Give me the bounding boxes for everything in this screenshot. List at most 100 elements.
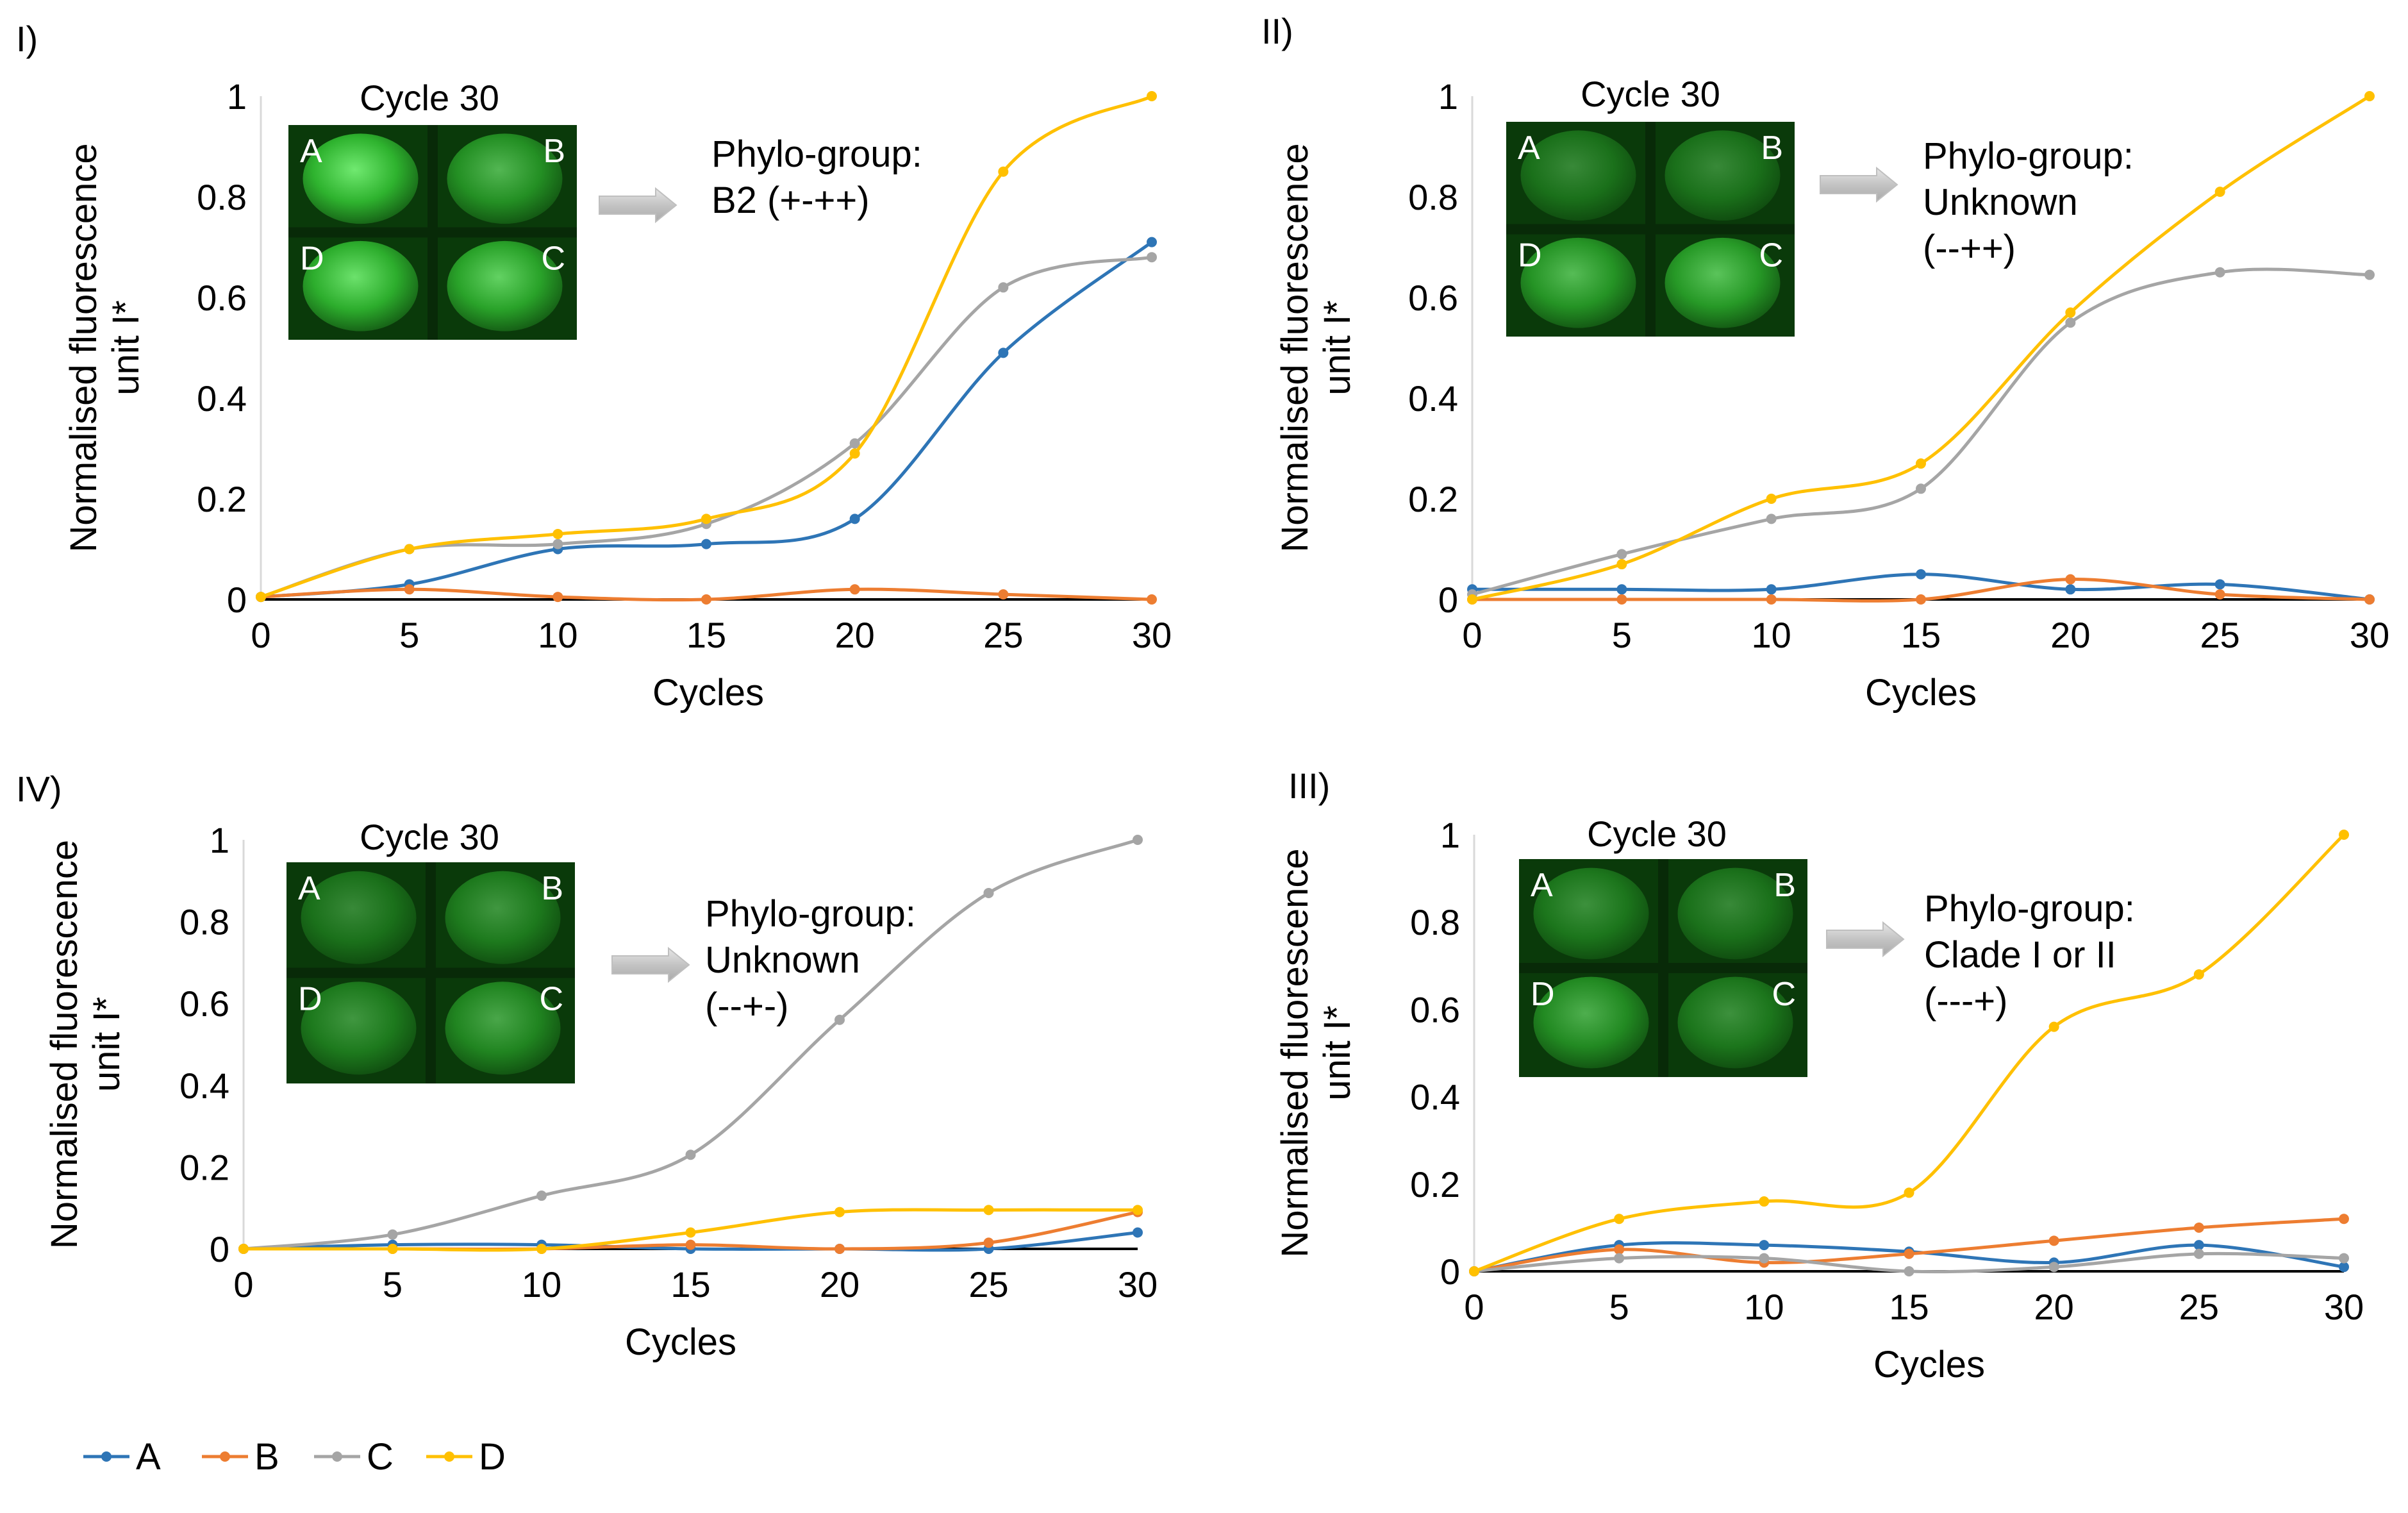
y-tick-label: 0 (1440, 1251, 1460, 1292)
data-point-C (983, 887, 994, 898)
x-axis-title: Cycles (1873, 1344, 1985, 1385)
data-point-B (1766, 594, 1777, 605)
data-point-B (998, 589, 1009, 600)
y-axis-title-line: unit I* (86, 997, 128, 1092)
inset-well-label: D (298, 981, 322, 1018)
inset-well (1665, 237, 1781, 328)
x-tick-label: 10 (522, 1264, 561, 1305)
y-axis-title: Normalised fluorescenceunit I* (44, 840, 128, 1249)
y-tick-label: 1 (227, 76, 247, 117)
data-point-D (2065, 307, 2076, 318)
inset-well (1677, 867, 1793, 960)
data-point-D (1759, 1196, 1770, 1207)
legend-marker (101, 1451, 112, 1462)
inset-fluorescence-image: A B D C (1506, 122, 1795, 337)
inset-well (1533, 976, 1649, 1069)
inset-fluorescence-image: A B D C (1519, 859, 1807, 1077)
arrow-right-icon (599, 187, 677, 224)
y-axis-title: Normalised fluorescenceunit I* (63, 143, 147, 552)
chart-panel-1: I) 0 5 10 15 20 25 30 0 0.2 0.4 0.6 0.8 1 Cycles Normal… (16, 19, 1172, 714)
inset-well (445, 871, 561, 964)
phylo-group-line: (---+) (1924, 980, 2007, 1022)
inset-well-label: A (1531, 867, 1553, 904)
x-axis-title: Cycles (625, 1321, 736, 1363)
data-point-D (834, 1207, 845, 1217)
inset-well (303, 133, 419, 224)
data-point-A (2214, 579, 2225, 590)
inset-well-label: B (1761, 130, 1783, 167)
inset-title: Cycle 30 (360, 78, 499, 118)
y-axis-title-line: Normalised fluorescence (63, 143, 104, 552)
data-point-A (1147, 237, 1157, 247)
inset-well (1520, 130, 1636, 221)
inset-title: Cycle 30 (1581, 74, 1720, 114)
y-tick-label: 1 (1438, 76, 1458, 117)
inset-well (301, 871, 417, 964)
data-point-B (404, 584, 415, 595)
data-point-B (2065, 574, 2076, 585)
data-point-D (552, 528, 563, 539)
inset-title: Cycle 30 (1587, 814, 1727, 854)
data-point-C (2339, 1253, 2349, 1264)
y-axis-title: Normalised fluorescenceunit I* (1274, 848, 1358, 1257)
data-point-D (387, 1244, 398, 1254)
data-point-D (256, 592, 266, 603)
y-tick-label: 1 (1440, 815, 1460, 855)
data-point-D (2214, 187, 2225, 197)
series-D (1467, 91, 2375, 605)
data-point-B (983, 1237, 994, 1248)
arrow-right-icon (611, 946, 690, 983)
inset-well (445, 982, 561, 1075)
legend-label: D (479, 1436, 506, 1478)
inset-well-label: D (1531, 976, 1555, 1013)
inset-fluorescence-image: A B D C (288, 125, 577, 340)
data-point-D (1766, 494, 1777, 504)
y-tick-label: 1 (210, 820, 229, 860)
inset-well-label: C (539, 981, 563, 1018)
inset-well (447, 133, 563, 224)
data-point-A (2193, 1240, 2204, 1251)
x-tick-label: 0 (251, 615, 270, 655)
x-tick-label: 25 (983, 615, 1023, 655)
y-tick-label: 0.6 (1408, 278, 1458, 318)
data-point-A (1133, 1227, 1143, 1238)
panel-label: III) (1288, 765, 1330, 806)
data-point-D (238, 1244, 249, 1254)
phylo-group-line: Clade I or II (1924, 934, 2116, 976)
y-axis-title: Normalised fluorescenceunit I* (1274, 143, 1358, 552)
phylo-group-annotation: Phylo-group: B2 (+-++) (711, 133, 922, 221)
y-tick-label: 0.6 (197, 278, 247, 318)
phylo-group-annotation: Phylo-group: Unknown (--++) (1923, 135, 2134, 269)
data-point-C (2065, 317, 2076, 328)
data-point-D (2364, 91, 2375, 101)
y-tick-label: 0.8 (1410, 902, 1460, 942)
y-tick-label: 0.2 (197, 479, 247, 519)
data-point-D (1614, 1214, 1625, 1225)
inset-well-label: C (1772, 976, 1796, 1013)
x-tick-label: 30 (1132, 615, 1172, 655)
data-point-C (2193, 1248, 2204, 1259)
x-tick-label: 25 (2179, 1287, 2219, 1327)
data-point-C (849, 438, 860, 449)
data-point-B (1616, 594, 1627, 605)
data-point-B (849, 584, 860, 595)
inset-well-label: C (541, 240, 565, 278)
panel-label: IV) (16, 769, 62, 809)
x-axis-title: Cycles (652, 672, 764, 714)
inset-well-label: C (1759, 237, 1783, 274)
phylo-group-line: Unknown (705, 939, 860, 981)
y-axis-title-line: unit I* (1316, 1005, 1358, 1100)
legend-label: B (254, 1436, 279, 1478)
phylo-group-line: Phylo-group: (1923, 135, 2134, 177)
data-point-B (552, 592, 563, 603)
data-point-D (1904, 1187, 1914, 1198)
series-A (1467, 569, 2375, 605)
panel-label: I) (16, 19, 38, 59)
inset-well (1533, 867, 1649, 960)
inset-well-label: A (300, 133, 322, 170)
legend-entry-D: D (426, 1436, 506, 1478)
x-tick-label: 5 (1609, 1287, 1629, 1327)
data-point-C (552, 539, 563, 549)
x-tick-label: 5 (1612, 615, 1632, 655)
y-tick-label: 0 (1438, 580, 1458, 620)
